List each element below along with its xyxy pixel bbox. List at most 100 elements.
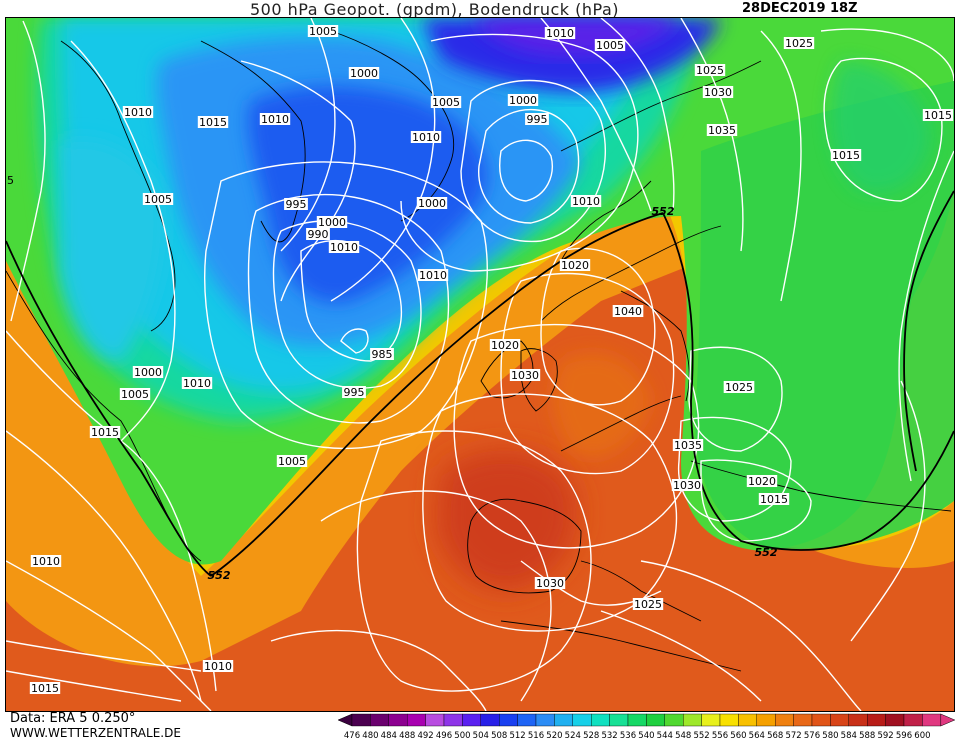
- colorbar-swatch: [370, 713, 390, 727]
- colorbar-swatch: [535, 713, 555, 727]
- isobar-label-box: [525, 113, 549, 125]
- isobar-label: 1010: [570, 195, 602, 208]
- colorbar-tick-label: 584: [841, 731, 857, 741]
- isobar-label: 1035: [672, 439, 704, 452]
- isobar-label-text: 1005: [278, 455, 306, 468]
- colorbar-swatch: [701, 713, 721, 727]
- isobar-label: 1010: [544, 27, 576, 40]
- isobar-label-box: [197, 116, 229, 128]
- colorbar-tick-label: 576: [804, 731, 820, 741]
- isobar-label: 1015: [29, 682, 61, 695]
- colorbar: 476 480 484 488 492 496 500 504 508 512 516 520 524 5…: [337, 713, 956, 741]
- isobar-label-box: [706, 124, 738, 136]
- isobar-label: 1020: [489, 339, 521, 352]
- isobar-label: 995: [284, 198, 308, 211]
- isobar-label: 1010: [417, 269, 449, 282]
- isobar-label-box: [284, 198, 308, 210]
- colorbar-tick-label: 512: [509, 731, 525, 741]
- isobar-label: 1005: [276, 455, 308, 468]
- colorbar-swatch: [664, 713, 684, 727]
- isobar-label-box: [758, 493, 790, 505]
- isobar-label-box: [89, 426, 121, 438]
- colorbar-tick-label: 520: [546, 731, 562, 741]
- colorbar-swatch: [609, 713, 629, 727]
- isobar-label: 1030: [702, 86, 734, 99]
- isobar-label: 1000: [348, 67, 380, 80]
- colorbar-tick-label: 552: [693, 731, 709, 741]
- isobar-label-text: 1010: [261, 113, 289, 126]
- colorbar-tick-label: 488: [399, 731, 415, 741]
- isobar-label-text: 1010: [183, 377, 211, 390]
- weather-map: 1005 1000 1010 1005 1010 1015 1010 1000 1005 1010…: [5, 17, 955, 712]
- isobar-label: 985: [370, 348, 394, 361]
- isobar-label-box: [612, 305, 644, 317]
- isobar-label-text: 1015: [199, 116, 227, 129]
- colorbar-swatch: [517, 713, 537, 727]
- isobar-labels: 1005 1000 1010 1005 1010 1015 1010 1000 1005 1010…: [29, 25, 954, 695]
- isobar-label: 1005: [307, 25, 339, 38]
- isobar-label-box: [632, 598, 664, 610]
- isobar-label-text: 1015: [760, 493, 788, 506]
- isobar-label-box: [723, 381, 755, 393]
- map-title: 500 hPa Geopot. (gpdm), Bodendruck (hPa): [250, 0, 620, 19]
- colorbar-swatch: [922, 713, 942, 727]
- isobar-label-box: [276, 455, 308, 467]
- isobar-label: 1005: [119, 388, 151, 401]
- isobar-label-box: [29, 682, 61, 694]
- isobar-label: 1025: [783, 37, 815, 50]
- colorbar-swatch: [498, 713, 518, 727]
- map-edge-label: 5: [7, 174, 14, 187]
- colorbar-tick-label: 548: [675, 731, 691, 741]
- isobar-label: 1030: [509, 369, 541, 382]
- colorbar-swatch: [572, 713, 592, 727]
- colorbar-swatch: [627, 713, 647, 727]
- isobar-label: 1010: [259, 113, 291, 126]
- isobar-label-box: [922, 109, 954, 121]
- isobar-label: 990: [306, 228, 330, 241]
- isobar-label-text: 1035: [674, 439, 702, 452]
- isobar-label: 1010: [122, 106, 154, 119]
- isobar-label-box: [122, 106, 154, 118]
- isobar-label-box: [181, 377, 213, 389]
- isobar-label-text: 1030: [673, 479, 701, 492]
- isobar-label-box: [259, 113, 291, 125]
- colorbar-swatch: [811, 713, 831, 727]
- colorbar-swatch: [406, 713, 426, 727]
- isobar-label-text: 1010: [32, 555, 60, 568]
- isobar-label-box: [702, 86, 734, 98]
- isobar-label-box: [370, 348, 394, 360]
- isobar-label: 1010: [410, 131, 442, 144]
- colorbar-tick-label: 532: [601, 731, 617, 741]
- isobar-label: 1015: [922, 109, 954, 122]
- colorbar-tick-label: 492: [417, 731, 433, 741]
- isobar-label: 1025: [632, 598, 664, 611]
- isobar-label: 1010: [202, 660, 234, 673]
- isobar-label: 1040: [612, 305, 644, 318]
- colorbar-right-arrow: [940, 713, 956, 727]
- isobar-label: 1010: [30, 555, 62, 568]
- isobar-label-text: 985: [372, 348, 393, 361]
- isobar-label-text: 1005: [144, 193, 172, 206]
- isobar-label-text: 1010: [546, 27, 574, 40]
- isobar-label-box: [132, 366, 164, 378]
- colorbar-tick-label: 496: [436, 731, 452, 741]
- colorbar-swatch: [443, 713, 463, 727]
- isobar-label-text: 1025: [725, 381, 753, 394]
- isobar-label-box: [119, 388, 151, 400]
- colorbar-swatch: [554, 713, 573, 727]
- isobar-label-text: 1000: [318, 216, 346, 229]
- colorbar-swatch: [885, 713, 905, 727]
- isobar-label-text: 1010: [330, 241, 358, 254]
- isobar-label-text: 1020: [748, 475, 776, 488]
- isobar-label: 1035: [706, 124, 738, 137]
- colorbar-swatch: [775, 713, 794, 727]
- isobar-label-text: 1005: [309, 25, 337, 38]
- colorbar-tick-label: 484: [381, 731, 397, 741]
- colorbar-tick-label: 540: [638, 731, 654, 741]
- isobar-label-text: 1035: [708, 124, 736, 137]
- isobar-label: 995: [525, 113, 549, 126]
- isobar-label-box: [307, 25, 339, 37]
- colorbar-tick-label: 600: [914, 731, 930, 741]
- isobar-label: 1000: [416, 197, 448, 210]
- colorbar-tick-label: 592: [877, 731, 893, 741]
